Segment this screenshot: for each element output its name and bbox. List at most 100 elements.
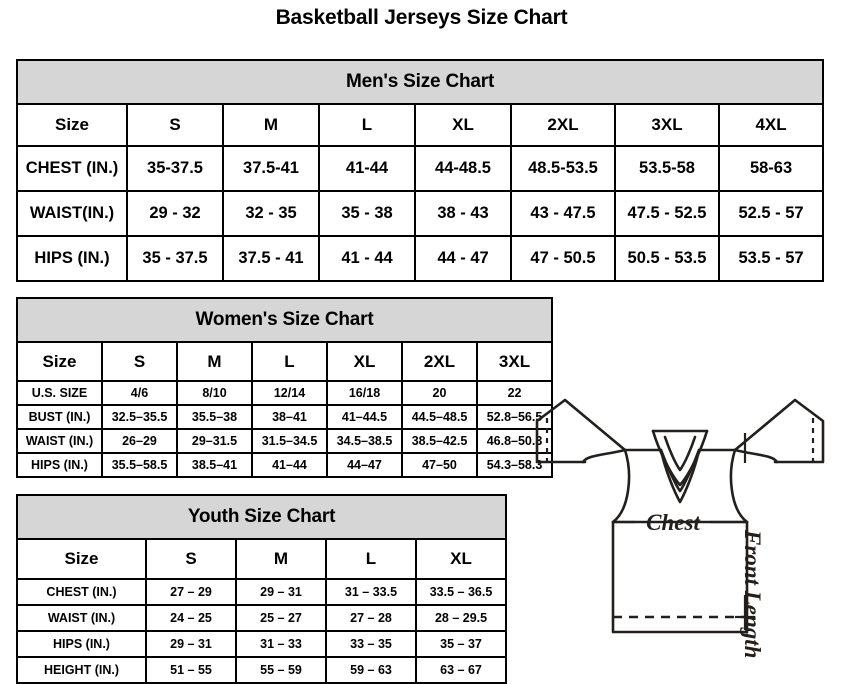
youth-chart-caption: Youth Size Chart	[15, 494, 508, 540]
womens-header-row: Size S M L XL 2XL 3XL	[16, 341, 554, 382]
body-outline	[611, 520, 749, 634]
womens-col-header-xl: XL	[326, 341, 403, 382]
mens-header-row: Size S M L XL 2XL 3XL 4XL	[16, 103, 825, 147]
youth-col-header-size: Size	[16, 538, 147, 580]
table-row: CHEST (IN.) 35-37.5 37.5-41 41-44 44-48.…	[16, 145, 825, 192]
youth-chest-l: 31 – 33.5	[325, 578, 417, 606]
womens-row-label-hips: HIPS (IN.)	[16, 452, 103, 478]
womens-bust-m: 35.5–38	[176, 404, 253, 430]
mens-waist-s: 29 - 32	[126, 190, 224, 237]
right-shoulder-seam	[733, 448, 779, 464]
mens-chest-2xl: 48.5-53.5	[510, 145, 616, 192]
womens-ussize-3xl: 22	[475, 380, 554, 406]
youth-row-label-waist: WAIST (IN.)	[16, 604, 147, 632]
mens-col-header-4xl: 4XL	[717, 103, 825, 147]
mens-row-label-hips: HIPS (IN.)	[16, 235, 128, 282]
womens-row-label-bust: BUST (IN.)	[16, 404, 103, 430]
youth-row-label-height: HEIGHT (IN.)	[16, 656, 147, 684]
womens-col-header-size: Size	[16, 341, 103, 382]
right-armhole-curve	[729, 448, 749, 524]
mens-waist-l: 35 - 38	[318, 190, 416, 237]
womens-col-header-m: M	[176, 341, 253, 382]
mens-waist-3xl: 47.5 - 52.5	[614, 190, 720, 237]
left-armpit-connector	[583, 462, 613, 522]
youth-height-s: 51 – 55	[145, 656, 237, 684]
mens-col-header-m: M	[222, 103, 320, 147]
womens-hips-m: 38.5–41	[176, 452, 253, 478]
youth-col-header-xl: XL	[414, 538, 508, 580]
mens-col-header-2xl: 2XL	[510, 103, 616, 147]
womens-waist-2xl: 38.5–42.5	[401, 428, 478, 454]
page-title: Basketball Jerseys Size Chart	[275, 6, 568, 29]
mens-waist-xl: 38 - 43	[414, 190, 512, 237]
womens-waist-l: 31.5–34.5	[251, 428, 328, 454]
womens-chart-caption: Women's Size Chart	[15, 297, 554, 343]
youth-waist-s: 24 – 25	[145, 604, 237, 632]
youth-col-header-m: M	[235, 538, 327, 580]
womens-col-header-l: L	[251, 341, 328, 382]
youth-chest-s: 27 – 29	[145, 578, 237, 606]
youth-size-chart-table: Youth Size Chart Size S M L XL CHEST (IN…	[15, 494, 508, 684]
womens-row-label-waist: WAIST (IN.)	[16, 428, 103, 454]
youth-col-header-l: L	[325, 538, 417, 580]
youth-row-label-chest: CHEST (IN.)	[16, 578, 147, 606]
womens-bust-3xl: 52.8–56.5	[475, 404, 554, 430]
womens-hips-3xl: 54.3–58.3	[475, 452, 554, 478]
womens-row-label-us-size: U.S. SIZE	[16, 380, 103, 406]
mens-hips-3xl: 50.5 - 53.5	[614, 235, 720, 282]
left-sleeve-outline	[535, 398, 627, 464]
table-row: CHEST (IN.) 27 – 29 29 – 31 31 – 33.5 33…	[16, 578, 508, 606]
womens-waist-s: 26–29	[101, 428, 178, 454]
mens-hips-m: 37.5 - 41	[222, 235, 320, 282]
jersey-illustration-svg: Chest Front Length	[535, 398, 825, 658]
youth-hips-l: 33 – 35	[325, 630, 417, 658]
womens-waist-xl: 34.5–38.5	[326, 428, 403, 454]
youth-header-row: Size S M L XL	[16, 538, 508, 580]
mens-hips-l: 41 - 44	[318, 235, 416, 282]
table-row: WAIST (IN.) 24 – 25 25 – 27 27 – 28 28 –…	[16, 604, 508, 632]
mens-size-chart-table: Men's Size Chart Size S M L XL 2XL 3XL 4…	[15, 59, 825, 282]
table-row: HIPS (IN.) 35 - 37.5 37.5 - 41 41 - 44 4…	[16, 235, 825, 282]
right-sleeve-outline	[733, 398, 825, 464]
mens-hips-4xl: 53.5 - 57	[717, 235, 825, 282]
womens-caption-row: Women's Size Chart	[15, 297, 554, 343]
youth-waist-l: 27 – 28	[325, 604, 417, 632]
womens-ussize-m: 8/10	[176, 380, 253, 406]
womens-waist-m: 29–31.5	[176, 428, 253, 454]
table-row: HIPS (IN.) 29 – 31 31 – 33 33 – 35 35 – …	[16, 630, 508, 658]
table-row: WAIST (IN.) 26–29 29–31.5 31.5–34.5 34.5…	[16, 428, 554, 454]
jersey-outline	[535, 398, 825, 634]
womens-size-chart-table: Women's Size Chart Size S M L XL 2XL 3XL…	[15, 297, 554, 478]
front-length-measurement-line	[735, 433, 755, 630]
table-row: HEIGHT (IN.) 51 – 55 55 – 59 59 – 63 63 …	[16, 656, 508, 684]
neckline-outer	[623, 448, 737, 504]
mens-waist-2xl: 43 - 47.5	[510, 190, 616, 237]
womens-hips-l: 41–44	[251, 452, 328, 478]
mens-chest-m: 37.5-41	[222, 145, 320, 192]
mens-chest-4xl: 58-63	[717, 145, 825, 192]
chest-label: Chest	[646, 510, 700, 535]
mens-col-header-s: S	[126, 103, 224, 147]
mens-waist-4xl: 52.5 - 57	[717, 190, 825, 237]
mens-row-label-chest: CHEST (IN.)	[16, 145, 128, 192]
mens-col-header-l: L	[318, 103, 416, 147]
youth-hips-s: 29 – 31	[145, 630, 237, 658]
youth-hips-xl: 35 – 37	[414, 630, 508, 658]
front-length-label: Front Length	[740, 529, 765, 658]
womens-ussize-xl: 16/18	[326, 380, 403, 406]
womens-col-header-3xl: 3XL	[475, 341, 554, 382]
mens-caption-row: Men's Size Chart	[15, 59, 825, 105]
youth-chest-xl: 33.5 – 36.5	[414, 578, 508, 606]
youth-caption-row: Youth Size Chart	[15, 494, 508, 540]
womens-hips-2xl: 47–50	[401, 452, 478, 478]
womens-col-header-s: S	[101, 341, 178, 382]
mens-hips-2xl: 47 - 50.5	[510, 235, 616, 282]
womens-bust-s: 32.5–35.5	[101, 404, 178, 430]
youth-waist-m: 25 – 27	[235, 604, 327, 632]
youth-height-m: 55 – 59	[235, 656, 327, 684]
womens-hips-s: 35.5–58.5	[101, 452, 178, 478]
left-shoulder-seam	[581, 448, 627, 464]
mens-col-header-size: Size	[16, 103, 128, 147]
womens-hips-xl: 44–47	[326, 452, 403, 478]
mens-chest-s: 35-37.5	[126, 145, 224, 192]
